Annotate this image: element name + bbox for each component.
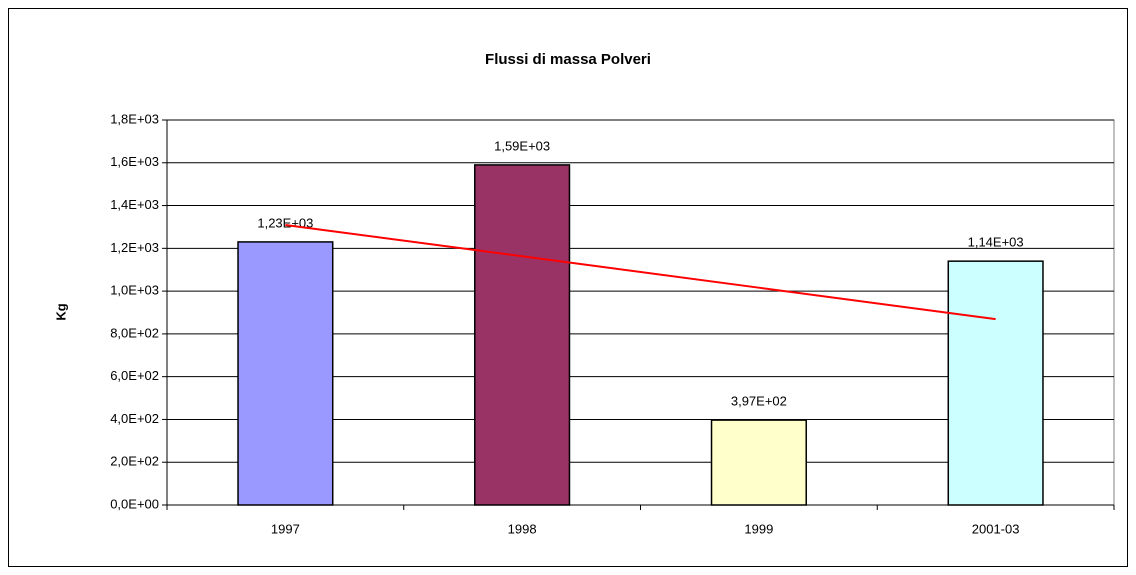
bar <box>947 260 1044 506</box>
bar <box>474 164 571 506</box>
bar <box>237 241 334 506</box>
y-tick-label: 1,6E+03 <box>110 154 159 169</box>
y-tick-label: 6,0E+02 <box>110 368 159 383</box>
x-tick-label: 2001-03 <box>972 521 1020 536</box>
y-axis-label: Kg <box>53 303 68 320</box>
y-tick-label: 1,8E+03 <box>110 111 159 126</box>
y-tick-label: 1,4E+03 <box>110 197 159 212</box>
y-tick-label: 0,0E+00 <box>110 496 159 511</box>
y-tick-label: 2,0E+02 <box>110 454 159 469</box>
y-tick-label: 8,0E+02 <box>110 325 159 340</box>
x-tick-label: 1998 <box>508 521 537 536</box>
y-tick-label: 4,0E+02 <box>110 411 159 426</box>
x-tick-label: 1999 <box>744 521 773 536</box>
y-tick-label: 1,0E+03 <box>110 283 159 298</box>
chart-title: Flussi di massa Polveri <box>485 51 651 68</box>
trend-line <box>285 224 996 321</box>
y-tick-label: 1,2E+03 <box>110 240 159 255</box>
value-label: 1,14E+03 <box>968 235 1024 250</box>
value-label: 1,59E+03 <box>494 138 550 153</box>
x-tick-label: 1997 <box>271 521 300 536</box>
value-label: 3,97E+02 <box>731 394 787 409</box>
bar <box>710 419 807 506</box>
